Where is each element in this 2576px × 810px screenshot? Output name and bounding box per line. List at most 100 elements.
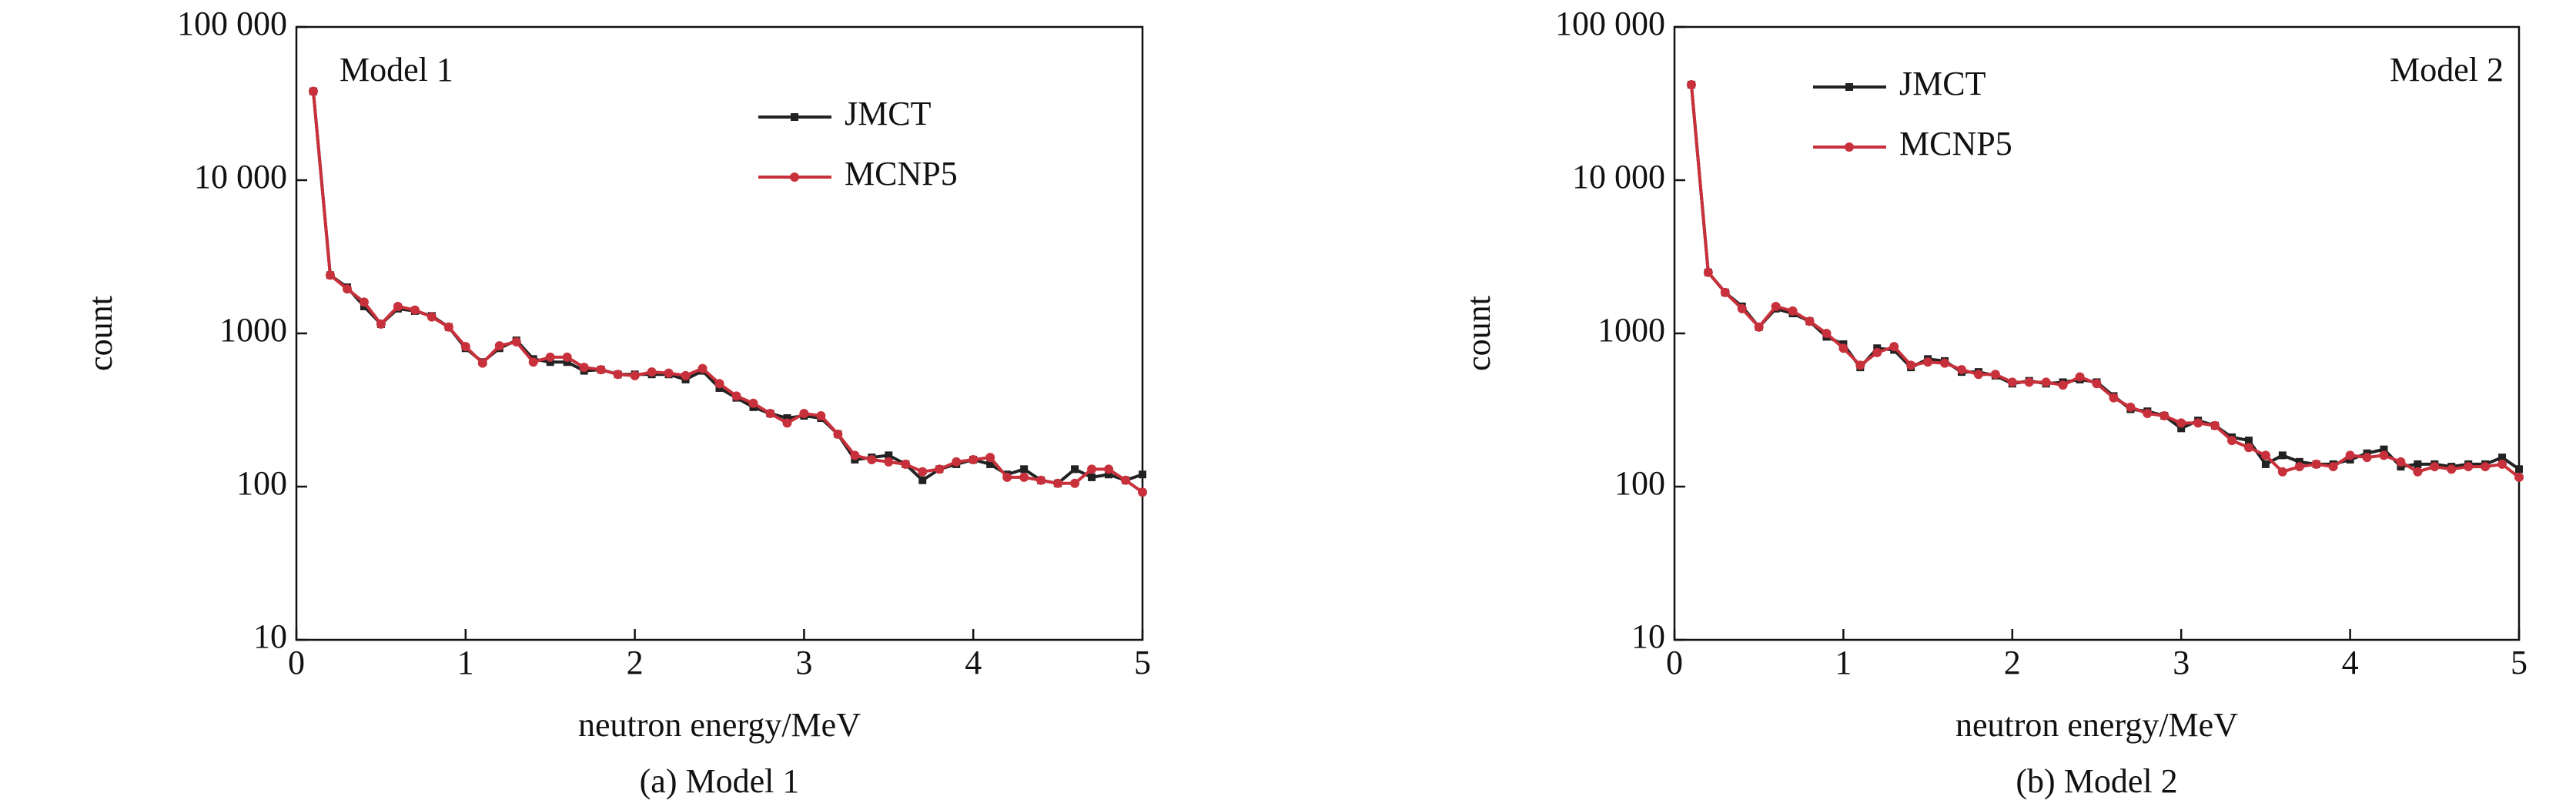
marker [2143,409,2153,419]
x-tick-label: 0 [288,644,305,681]
marker [528,357,538,367]
marker [2362,453,2372,463]
marker [1872,347,1882,357]
marker [613,370,623,380]
marker [1906,360,1916,370]
marker [2075,372,2085,382]
caption: (b) Model 2 [2016,762,2177,800]
annotation: Model 1 [340,51,453,89]
marker [2413,467,2423,477]
y-tick-label: 10 000 [194,158,287,196]
marker [2497,459,2507,469]
marker [1019,472,1029,482]
marker [1940,358,1950,368]
marker [664,368,674,378]
marker [986,460,995,468]
marker [867,454,877,464]
marker [562,352,572,362]
marker [2210,420,2220,430]
x-tick-label: 4 [2342,644,2359,681]
legend-marker [1845,142,1854,152]
x-tick-label: 5 [2511,644,2527,681]
marker [1990,370,2000,380]
marker [1956,365,1966,375]
marker [1020,465,1029,474]
y-tick-label: 100 000 [1555,5,1665,42]
y-tick-label: 100 000 [177,5,287,42]
marker [2514,472,2524,482]
marker [2397,463,2405,471]
marker [2277,467,2287,477]
marker [410,305,420,315]
marker [1002,472,1012,482]
legend-label: JMCT [1899,65,1986,102]
marker [969,454,979,464]
marker [731,391,741,401]
y-tick-label: 100 [1614,464,1665,502]
marker [1036,475,1046,485]
legend-label: JMCT [845,95,932,132]
marker [2396,457,2406,467]
marker [1838,343,1848,353]
marker [1121,475,1131,485]
marker [2159,410,2170,420]
marker [901,459,911,469]
marker [918,476,927,484]
marker [325,270,335,280]
marker [393,301,403,311]
y-tick-label: 1000 [219,311,287,349]
marker [952,457,962,467]
marker [748,398,758,408]
marker [2260,450,2270,460]
marker [2244,437,2253,445]
annotation: Model 2 [2390,51,2504,89]
series-line [1689,84,2521,479]
x-axis-label: neutron energy/MeV [578,706,861,744]
marker [511,337,521,347]
marker [2481,462,2491,472]
marker [1788,306,1798,316]
marker [2328,462,2338,472]
marker [833,429,843,439]
marker [1923,357,1933,367]
x-tick-label: 0 [1666,644,1683,681]
marker [1822,329,1832,338]
marker [782,418,792,428]
y-tick-label: 10 [253,618,287,655]
marker [2295,457,2303,466]
marker [2294,462,2304,472]
marker [579,363,589,373]
legend-marker [790,172,799,182]
series-line [1689,84,2521,470]
marker [935,464,945,474]
marker [2177,424,2186,433]
marker [2379,450,2389,460]
marker [2041,377,2051,387]
marker [985,453,995,463]
y-tick-label: 100 [236,464,287,502]
marker [2345,450,2355,460]
marker [359,297,369,307]
x-tick-label: 3 [795,644,812,681]
marker [2126,402,2136,412]
marker [376,319,386,329]
marker [2515,465,2523,474]
marker [2109,393,2119,403]
marker [1771,301,1781,311]
marker [1105,470,1113,479]
x-tick-label: 1 [1835,644,1852,681]
marker [714,379,724,389]
legend-label: MCNP5 [845,155,958,192]
marker [2092,379,2102,389]
marker [2498,454,2507,462]
marker [1088,473,1096,481]
marker [2261,460,2270,468]
marker [2193,418,2203,428]
marker [596,365,606,375]
x-tick-label: 4 [965,644,982,681]
y-axis-label: count [1460,296,1497,371]
marker [2024,377,2034,387]
y-axis-label: count [82,296,119,371]
marker [1973,370,1983,380]
